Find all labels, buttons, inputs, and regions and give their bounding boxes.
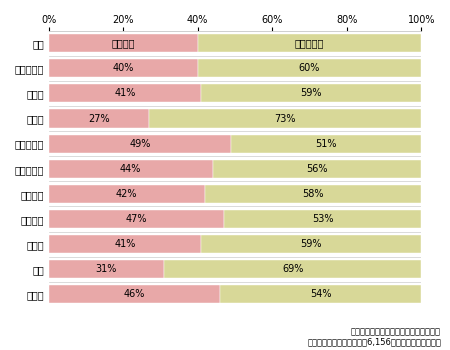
Bar <box>49 185 205 203</box>
Text: 54%: 54% <box>310 289 331 300</box>
Text: 60%: 60% <box>299 63 320 73</box>
Bar <box>198 34 421 52</box>
Text: 56%: 56% <box>306 164 328 174</box>
Text: 69%: 69% <box>282 264 303 274</box>
Bar <box>49 59 198 77</box>
Text: 59%: 59% <box>301 89 322 98</box>
Text: 資料：物流基礎調査（実態アンケート）
（輸送品目の回答があった6,156件を対象とした集計）: 資料：物流基礎調査（実態アンケート） （輸送品目の回答があった6,156件を対象… <box>307 327 441 346</box>
Bar <box>205 185 421 203</box>
Text: 40%: 40% <box>112 63 134 73</box>
Bar <box>164 260 421 278</box>
Text: 27%: 27% <box>88 113 110 124</box>
Text: 59%: 59% <box>301 239 322 249</box>
Text: 53%: 53% <box>312 214 333 224</box>
Bar <box>49 210 224 228</box>
Text: 49%: 49% <box>129 139 151 149</box>
Bar <box>224 210 421 228</box>
Text: 利用しない: 利用しない <box>295 38 324 48</box>
Bar <box>49 160 212 178</box>
Text: 44%: 44% <box>120 164 141 174</box>
Text: 31%: 31% <box>95 264 117 274</box>
Bar <box>49 235 201 253</box>
Bar <box>49 34 198 52</box>
Text: 41%: 41% <box>114 89 135 98</box>
Text: 46%: 46% <box>124 289 145 300</box>
Bar <box>49 135 231 153</box>
Bar <box>220 285 421 303</box>
Text: 51%: 51% <box>315 139 337 149</box>
Text: 利用する: 利用する <box>111 38 135 48</box>
Bar <box>49 84 201 103</box>
Bar <box>49 285 220 303</box>
Bar <box>198 59 421 77</box>
Bar <box>149 110 421 127</box>
Text: 47%: 47% <box>126 214 147 224</box>
Bar <box>201 84 421 103</box>
Text: 73%: 73% <box>274 113 296 124</box>
Text: 58%: 58% <box>302 189 324 199</box>
Bar <box>49 260 164 278</box>
Bar <box>212 160 421 178</box>
Text: 41%: 41% <box>114 239 135 249</box>
Bar <box>231 135 421 153</box>
Bar <box>201 235 421 253</box>
Bar <box>49 110 149 127</box>
Text: 42%: 42% <box>116 189 138 199</box>
